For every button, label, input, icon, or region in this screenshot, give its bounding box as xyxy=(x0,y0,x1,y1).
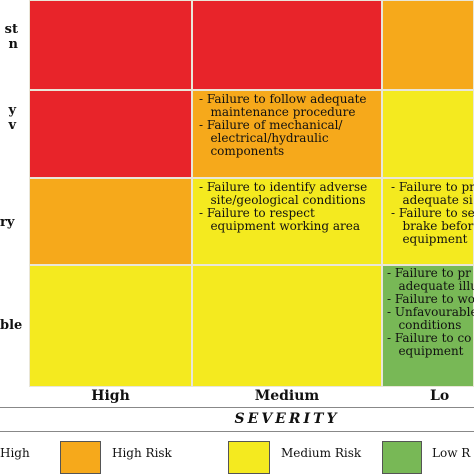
risk-cell-r1c0 xyxy=(29,90,192,178)
risk-cell-r0c0 xyxy=(29,0,192,90)
risk-cell-r1c1: - Failure to follow adequate maintenance… xyxy=(192,90,382,178)
row-label-1: y v xyxy=(8,103,16,133)
cell-text-r1c1: - Failure to follow adequate maintenance… xyxy=(199,93,367,158)
legend-label-high-risk: High Risk xyxy=(112,446,172,460)
risk-cell-r1c2 xyxy=(382,90,474,178)
column-label-high: High xyxy=(91,388,130,404)
risk-cell-r3c2: - Failure to pr adequate illu - Failure … xyxy=(382,265,474,387)
risk-cell-r0c1 xyxy=(192,0,382,90)
risk-cell-r2c2: - Failure to pr adequate si - Failure to… xyxy=(382,178,474,265)
row-label-2: ry xyxy=(0,215,15,230)
column-label-low: Lo xyxy=(430,388,450,404)
divider-line xyxy=(0,407,474,408)
divider-line xyxy=(0,431,474,432)
row-label-0: st n xyxy=(4,22,18,52)
cell-text-r2c1: - Failure to identify adverse site/geolo… xyxy=(199,181,368,233)
legend-swatch-high-risk xyxy=(60,441,101,474)
legend-label-low-risk: Low R xyxy=(432,446,471,460)
risk-cell-r3c1 xyxy=(192,265,382,387)
cell-text-r2c2: - Failure to pr adequate si - Failure to… xyxy=(391,181,474,246)
column-label-medium: Medium xyxy=(254,388,320,404)
legend-swatch-medium-risk xyxy=(228,441,270,474)
legend-label-high: High xyxy=(0,446,30,460)
severity-axis-label: SEVERITY xyxy=(234,411,340,427)
risk-cell-r3c0 xyxy=(29,265,192,387)
cell-text-r3c2: - Failure to pr adequate illu - Failure … xyxy=(387,267,474,358)
risk-cell-r2c0 xyxy=(29,178,192,265)
legend-swatch-low-risk xyxy=(382,441,422,474)
risk-cell-r0c2 xyxy=(382,0,474,90)
legend-label-medium-risk: Medium Risk xyxy=(281,446,362,460)
risk-cell-r2c1: - Failure to identify adverse site/geolo… xyxy=(192,178,382,265)
row-label-3: ble xyxy=(0,318,23,333)
